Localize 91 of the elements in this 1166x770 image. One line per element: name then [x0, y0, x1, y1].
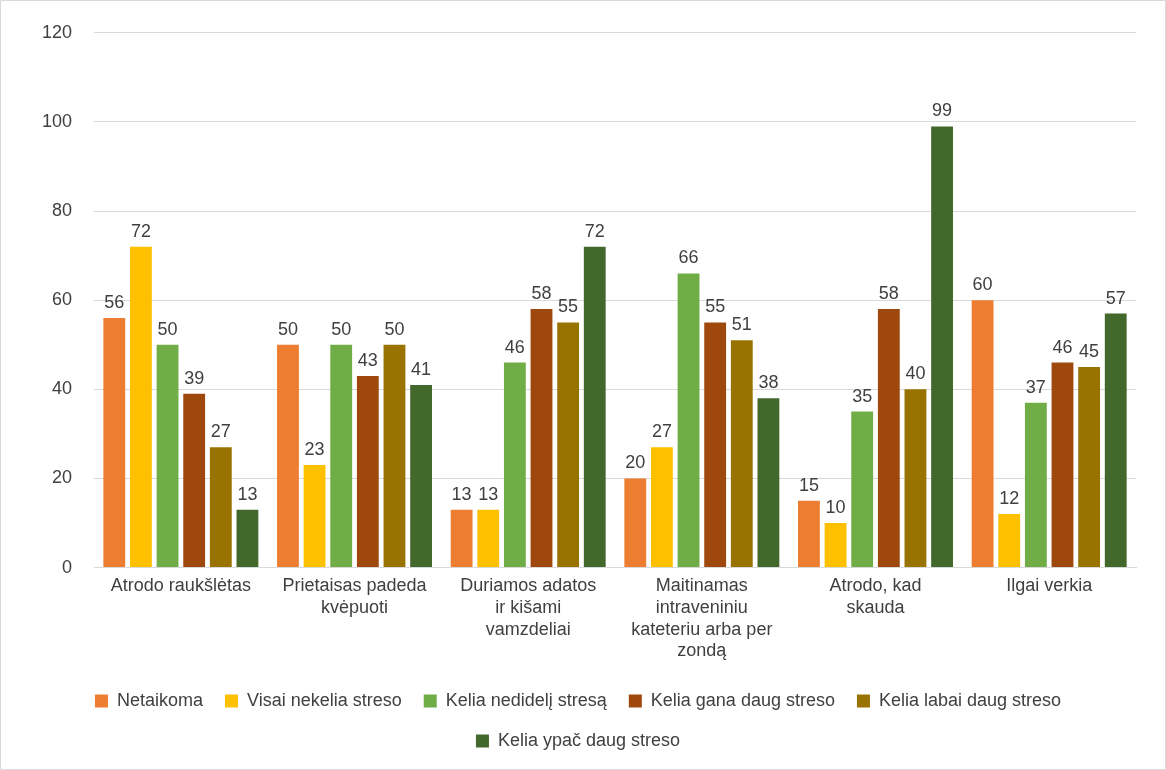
bar — [130, 246, 152, 568]
data-label: 35 — [852, 385, 873, 406]
bar — [624, 478, 647, 568]
bar — [904, 389, 927, 568]
bar — [450, 509, 473, 568]
data-label: 27 — [210, 421, 231, 442]
bar — [156, 344, 179, 568]
data-label: 50 — [157, 318, 178, 339]
data-label: 13 — [451, 483, 472, 504]
bar — [477, 509, 500, 568]
data-label: 37 — [1025, 376, 1046, 397]
bar — [757, 398, 780, 568]
bar — [704, 322, 727, 568]
legend-label: Netaikoma — [116, 689, 204, 710]
bar — [356, 375, 379, 568]
bar — [330, 344, 353, 568]
data-label: 39 — [184, 367, 205, 388]
bar — [236, 509, 259, 568]
y-tick-label: 0 — [62, 556, 73, 577]
y-tick-label: 100 — [41, 110, 73, 131]
bar — [931, 126, 953, 568]
bar — [383, 344, 406, 568]
bar — [851, 411, 874, 568]
bar — [1078, 367, 1101, 568]
data-label: 99 — [932, 100, 953, 121]
data-label: 45 — [1079, 341, 1100, 362]
data-label: 58 — [531, 283, 552, 304]
data-label: 10 — [825, 497, 846, 517]
bar — [971, 300, 994, 568]
bar — [583, 246, 606, 568]
legend-label: Kelia labai daug streso — [878, 689, 1062, 710]
data-label: 38 — [758, 372, 779, 393]
data-label: 13 — [237, 483, 258, 504]
bar — [998, 514, 1021, 568]
bar — [557, 322, 580, 568]
y-tick-label: 120 — [41, 21, 73, 42]
data-label: 66 — [678, 247, 699, 268]
data-label: 41 — [411, 358, 432, 379]
bar — [103, 318, 126, 568]
bar — [410, 384, 433, 568]
bar — [1051, 362, 1074, 568]
bar — [209, 447, 232, 568]
bar — [1024, 402, 1047, 568]
bar — [677, 273, 700, 568]
y-tick-label: 40 — [52, 378, 73, 399]
data-label: 13 — [478, 483, 499, 504]
legend-label: Kelia gana daug streso — [650, 689, 835, 710]
data-label: 46 — [504, 336, 525, 357]
bar — [183, 393, 206, 568]
data-label: 55 — [705, 296, 726, 317]
legend-label: Visai nekelia streso — [246, 689, 402, 710]
data-label: 40 — [905, 363, 926, 384]
y-tick-label: 20 — [52, 467, 73, 488]
x-tick-label: Ilgai verkia — [1006, 575, 1094, 596]
x-tick-label: Prietaisas padeda kvėpuoti — [282, 575, 428, 617]
data-label: 20 — [625, 452, 646, 473]
data-label: 50 — [331, 318, 352, 339]
data-label: 72 — [584, 220, 605, 241]
y-tick-label: 80 — [52, 200, 73, 221]
x-tick-label: Maitinamas intraveniniu kateteriu arba per zondą — [631, 575, 773, 661]
data-label: 50 — [277, 318, 298, 339]
data-label: 60 — [972, 274, 993, 295]
bar — [277, 344, 299, 568]
data-label: 55 — [558, 296, 579, 317]
bar — [650, 447, 673, 568]
x-tick-label: Duriamos adatos ir kišami vamzdeliai — [460, 575, 597, 639]
data-label: 23 — [304, 439, 325, 460]
x-tick-label: Atrodo raukšlėtas — [110, 575, 251, 596]
bar — [798, 500, 820, 568]
bar — [530, 309, 553, 568]
legend-label: Kelia nedidelį stresą — [445, 689, 608, 710]
legend-label: Kelia ypač daug streso — [497, 729, 681, 750]
bar — [877, 309, 900, 568]
x-tick-label: Atrodo, kad skauda — [829, 575, 922, 617]
data-label: 57 — [1105, 287, 1126, 308]
data-label: 46 — [1052, 336, 1073, 357]
bar — [1104, 313, 1127, 568]
data-label: 50 — [384, 318, 405, 339]
data-label: 72 — [130, 220, 151, 241]
bar — [824, 523, 847, 568]
data-label: 12 — [999, 488, 1020, 509]
data-label: 43 — [357, 349, 378, 370]
data-label: 58 — [878, 283, 899, 304]
bar — [303, 465, 326, 568]
data-label: 56 — [104, 292, 125, 312]
bar — [503, 362, 526, 568]
bar — [730, 340, 753, 568]
y-tick-label: 60 — [52, 289, 73, 310]
data-label: 15 — [798, 474, 819, 495]
data-label: 51 — [731, 314, 752, 335]
data-label: 27 — [651, 421, 672, 442]
